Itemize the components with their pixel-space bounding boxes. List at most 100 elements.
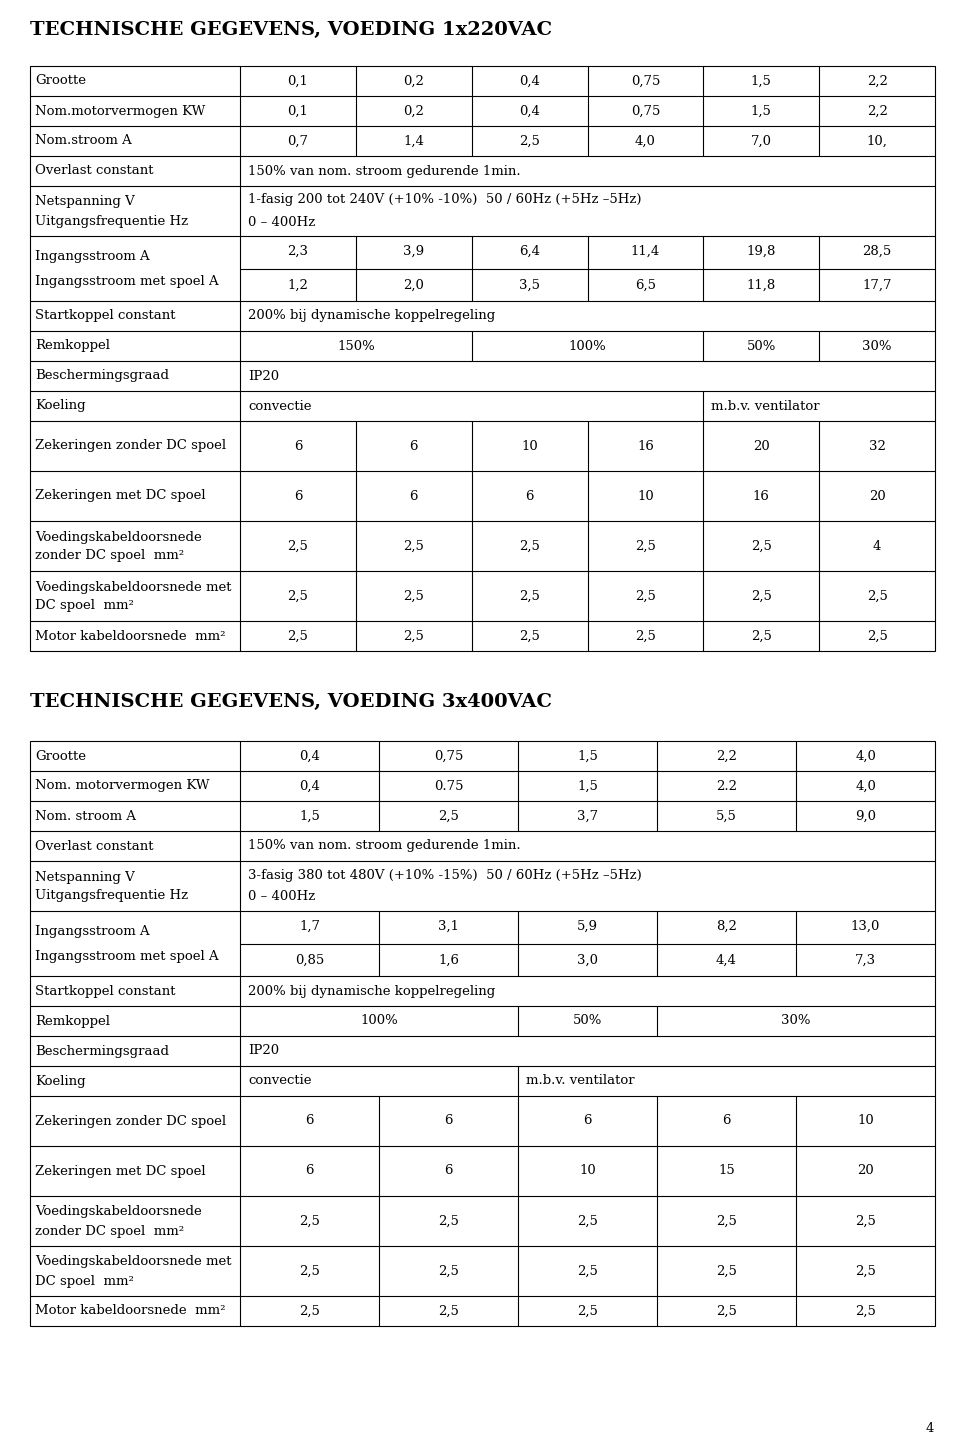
Text: 0,4: 0,4 [519, 74, 540, 87]
Text: 10,: 10, [867, 134, 888, 147]
Text: Nom.stroom A: Nom.stroom A [35, 134, 132, 147]
Text: 30%: 30% [781, 1015, 811, 1028]
Text: DC spoel  mm²: DC spoel mm² [35, 600, 133, 613]
Text: 4: 4 [873, 540, 881, 552]
Text: 2,5: 2,5 [438, 1214, 459, 1227]
Text: m.b.v. ventilator: m.b.v. ventilator [711, 399, 820, 412]
Text: 1,4: 1,4 [403, 134, 424, 147]
Text: Remkoppel: Remkoppel [35, 339, 110, 352]
Text: 2,0: 2,0 [403, 280, 424, 291]
Text: Voedingskabeldoorsnede: Voedingskabeldoorsnede [35, 530, 202, 543]
Text: 3,0: 3,0 [577, 954, 598, 967]
Text: IP20: IP20 [248, 1044, 279, 1057]
Text: Ingangsstroom A: Ingangsstroom A [35, 250, 150, 264]
Text: 0,4: 0,4 [519, 105, 540, 118]
Text: 2,2: 2,2 [867, 105, 888, 118]
Text: 6: 6 [305, 1114, 314, 1127]
Text: 28,5: 28,5 [862, 245, 892, 258]
Text: 0,85: 0,85 [295, 954, 324, 967]
Text: 2.2: 2.2 [716, 779, 737, 792]
Text: 10: 10 [521, 440, 538, 453]
Text: 2,5: 2,5 [635, 629, 656, 642]
Text: Overlast constant: Overlast constant [35, 840, 154, 853]
Text: Nom. motorvermogen KW: Nom. motorvermogen KW [35, 779, 209, 792]
Text: 1,5: 1,5 [751, 105, 772, 118]
Text: 2,5: 2,5 [287, 540, 308, 552]
Text: 7,0: 7,0 [751, 134, 772, 147]
Text: 11,4: 11,4 [631, 245, 660, 258]
Text: 13,0: 13,0 [851, 920, 880, 933]
Text: 100%: 100% [360, 1015, 397, 1028]
Text: 0,2: 0,2 [403, 74, 424, 87]
Text: 0,1: 0,1 [287, 74, 308, 87]
Text: 6: 6 [444, 1114, 453, 1127]
Text: 0,75: 0,75 [631, 74, 660, 87]
Text: 2,5: 2,5 [438, 810, 459, 823]
Text: Motor kabeldoorsnede  mm²: Motor kabeldoorsnede mm² [35, 1305, 226, 1318]
Text: 2,5: 2,5 [519, 134, 540, 147]
Text: convectie: convectie [248, 399, 311, 412]
Text: 16: 16 [637, 440, 654, 453]
Text: Startkoppel constant: Startkoppel constant [35, 984, 176, 997]
Text: 9,0: 9,0 [855, 810, 876, 823]
Text: 3,9: 3,9 [403, 245, 424, 258]
Text: 11,8: 11,8 [747, 280, 776, 291]
Text: 2,3: 2,3 [287, 245, 308, 258]
Text: 2,5: 2,5 [287, 590, 308, 603]
Text: 1,7: 1,7 [299, 920, 320, 933]
Text: Zekeringen met DC spoel: Zekeringen met DC spoel [35, 1165, 205, 1178]
Text: 20: 20 [753, 440, 770, 453]
Text: Beschermingsgraad: Beschermingsgraad [35, 1044, 169, 1057]
Text: 150% van nom. stroom gedurende 1min.: 150% van nom. stroom gedurende 1min. [248, 840, 520, 853]
Text: 0,4: 0,4 [300, 779, 320, 792]
Text: 30%: 30% [862, 339, 892, 352]
Text: 2,2: 2,2 [716, 750, 737, 763]
Text: 2,5: 2,5 [751, 629, 772, 642]
Text: 2,5: 2,5 [519, 590, 540, 603]
Text: 2,5: 2,5 [867, 590, 888, 603]
Text: Overlast constant: Overlast constant [35, 165, 154, 178]
Text: DC spoel  mm²: DC spoel mm² [35, 1274, 133, 1287]
Text: 2,5: 2,5 [855, 1264, 876, 1277]
Text: 150% van nom. stroom gedurende 1min.: 150% van nom. stroom gedurende 1min. [248, 165, 520, 178]
Text: 200% bij dynamische koppelregeling: 200% bij dynamische koppelregeling [248, 310, 495, 322]
Text: Uitgangsfrequentie Hz: Uitgangsfrequentie Hz [35, 214, 188, 227]
Text: 4,0: 4,0 [635, 134, 656, 147]
Text: 6: 6 [410, 489, 418, 502]
Text: 2,5: 2,5 [519, 540, 540, 552]
Text: Grootte: Grootte [35, 750, 86, 763]
Text: Ingangsstroom A: Ingangsstroom A [35, 926, 150, 938]
Text: Netspanning V: Netspanning V [35, 871, 134, 884]
Text: 2,5: 2,5 [716, 1264, 737, 1277]
Text: Uitgangsfrequentie Hz: Uitgangsfrequentie Hz [35, 890, 188, 903]
Text: IP20: IP20 [248, 370, 279, 383]
Text: 2,5: 2,5 [438, 1305, 459, 1318]
Text: Beschermingsgraad: Beschermingsgraad [35, 370, 169, 383]
Text: 2,5: 2,5 [577, 1305, 598, 1318]
Text: Startkoppel constant: Startkoppel constant [35, 310, 176, 322]
Text: 50%: 50% [573, 1015, 602, 1028]
Text: 0,1: 0,1 [287, 105, 308, 118]
Text: 6: 6 [525, 489, 534, 502]
Text: 6: 6 [444, 1165, 453, 1178]
Text: 0 – 400Hz: 0 – 400Hz [248, 891, 315, 904]
Text: 10: 10 [857, 1114, 874, 1127]
Text: 50%: 50% [747, 339, 776, 352]
Text: 2,5: 2,5 [635, 590, 656, 603]
Text: 6: 6 [305, 1165, 314, 1178]
Text: m.b.v. ventilator: m.b.v. ventilator [526, 1075, 635, 1088]
Text: zonder DC spoel  mm²: zonder DC spoel mm² [35, 1224, 184, 1238]
Text: 2,5: 2,5 [716, 1305, 737, 1318]
Text: 6,4: 6,4 [519, 245, 540, 258]
Text: 2,5: 2,5 [300, 1214, 320, 1227]
Text: 6: 6 [294, 440, 302, 453]
Text: 200% bij dynamische koppelregeling: 200% bij dynamische koppelregeling [248, 984, 495, 997]
Text: 5,5: 5,5 [716, 810, 737, 823]
Text: 2,5: 2,5 [635, 540, 656, 552]
Text: 20: 20 [857, 1165, 874, 1178]
Text: 1,5: 1,5 [577, 750, 598, 763]
Text: Voedingskabeldoorsnede: Voedingskabeldoorsnede [35, 1206, 202, 1219]
Text: 0,7: 0,7 [287, 134, 308, 147]
Text: Ingangsstroom met spoel A: Ingangsstroom met spoel A [35, 275, 219, 288]
Text: 2,5: 2,5 [287, 629, 308, 642]
